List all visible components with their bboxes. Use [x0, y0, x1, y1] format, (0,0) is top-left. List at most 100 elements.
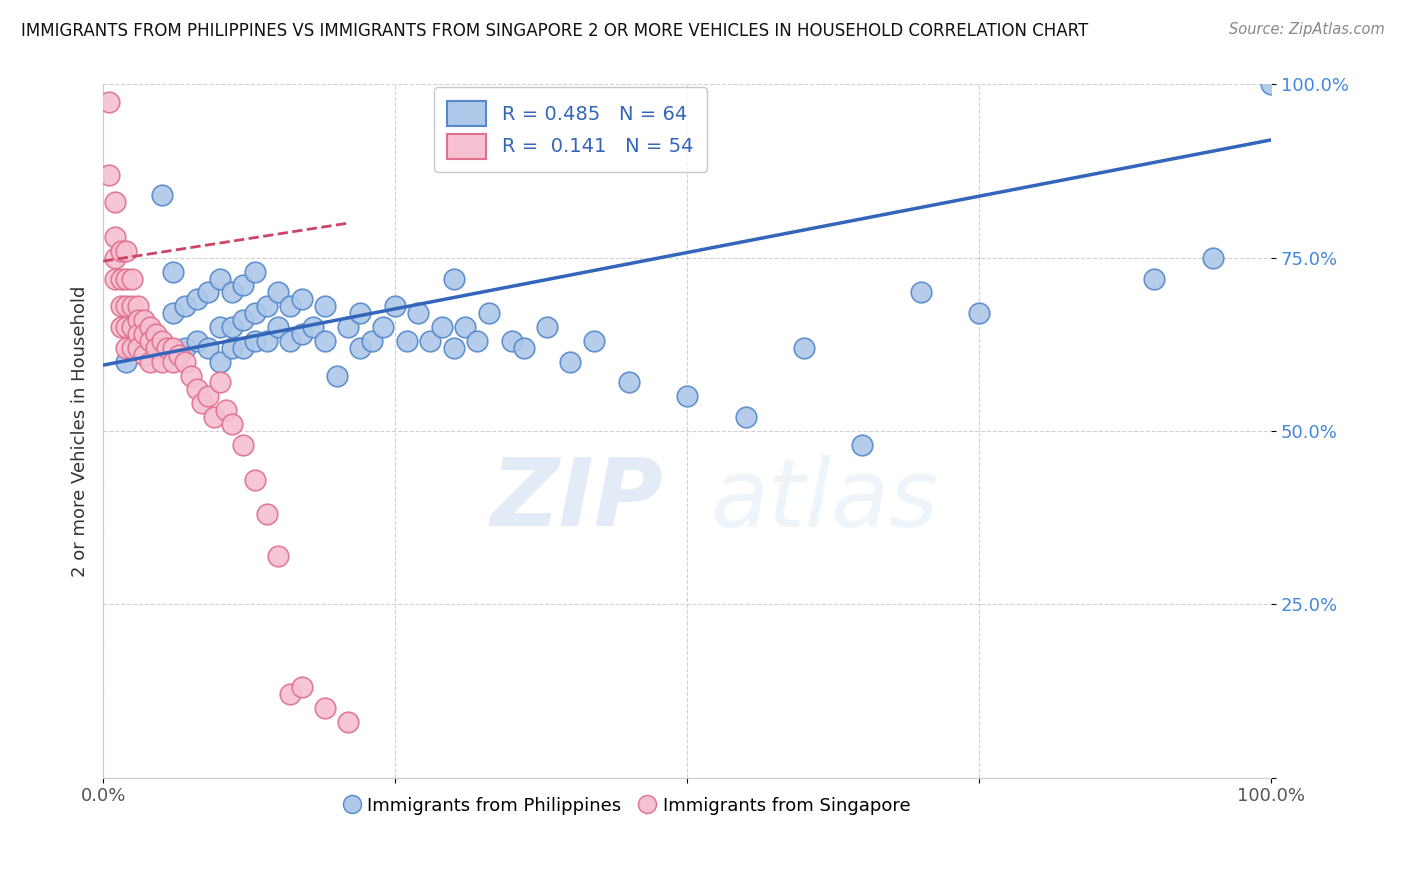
Point [501, 334, 523, 348]
Text: ZIP: ZIP [491, 454, 664, 546]
Point [150, 334, 173, 348]
Point [186, 293, 208, 307]
Point [150, 188, 173, 202]
Point [395, 334, 418, 348]
Point [127, 299, 149, 313]
Point [267, 320, 290, 334]
Point [278, 299, 301, 313]
Point [208, 354, 231, 368]
Point [337, 320, 360, 334]
Point [291, 326, 314, 341]
Point [121, 341, 143, 355]
Point [512, 341, 534, 355]
Point [186, 334, 208, 348]
Point [208, 376, 231, 390]
Point [676, 389, 699, 403]
Point [267, 549, 290, 563]
Point [167, 348, 190, 362]
Point [408, 306, 430, 320]
Point [617, 376, 640, 390]
Point [110, 244, 132, 258]
Point [98, 95, 121, 109]
Point [191, 396, 214, 410]
Y-axis label: 2 or more Vehicles in Household: 2 or more Vehicles in Household [72, 285, 89, 577]
Point [1202, 251, 1225, 265]
Point [454, 320, 477, 334]
Legend: Immigrants from Philippines, Immigrants from Singapore: Immigrants from Philippines, Immigrants … [337, 788, 920, 824]
Point [104, 230, 127, 244]
Point [243, 306, 266, 320]
Point [256, 299, 278, 313]
Point [180, 368, 202, 383]
Point [419, 334, 441, 348]
Point [314, 299, 336, 313]
Point [139, 320, 162, 334]
Point [139, 334, 162, 348]
Point [582, 334, 605, 348]
Point [173, 354, 195, 368]
Point [132, 313, 155, 327]
Point [115, 299, 138, 313]
Point [734, 410, 756, 425]
Point [162, 354, 184, 368]
Point [430, 320, 453, 334]
Point [302, 320, 325, 334]
Point [127, 341, 149, 355]
Point [256, 334, 278, 348]
Point [221, 285, 243, 300]
Point [384, 299, 406, 313]
Point [221, 417, 243, 431]
Point [139, 354, 162, 368]
Point [115, 341, 138, 355]
Point [121, 271, 143, 285]
Point [127, 313, 149, 327]
Point [256, 507, 278, 521]
Point [910, 285, 932, 300]
Text: Source: ZipAtlas.com: Source: ZipAtlas.com [1229, 22, 1385, 37]
Point [162, 264, 184, 278]
Point [173, 299, 195, 313]
Point [132, 348, 155, 362]
Point [104, 195, 127, 210]
Point [967, 306, 990, 320]
Point [243, 334, 266, 348]
Point [197, 341, 219, 355]
Point [278, 334, 301, 348]
Point [477, 306, 499, 320]
Point [851, 438, 873, 452]
Point [1143, 271, 1166, 285]
Point [115, 271, 138, 285]
Point [325, 368, 347, 383]
Point [232, 313, 254, 327]
Point [443, 341, 465, 355]
Point [208, 271, 231, 285]
Point [314, 701, 336, 715]
Point [536, 320, 558, 334]
Point [314, 334, 336, 348]
Point [173, 341, 195, 355]
Point [232, 438, 254, 452]
Point [291, 293, 314, 307]
Point [243, 473, 266, 487]
Point [202, 410, 225, 425]
Point [110, 299, 132, 313]
Point [373, 320, 395, 334]
Point [215, 403, 238, 417]
Point [186, 383, 208, 397]
Point [104, 251, 127, 265]
Point [197, 389, 219, 403]
Point [443, 271, 465, 285]
Point [793, 341, 815, 355]
Point [278, 687, 301, 701]
Point [560, 354, 582, 368]
Point [349, 341, 371, 355]
Point [121, 320, 143, 334]
Point [115, 244, 138, 258]
Point [145, 341, 167, 355]
Point [291, 681, 314, 695]
Point [267, 285, 290, 300]
Point [110, 271, 132, 285]
Point [121, 299, 143, 313]
Point [232, 341, 254, 355]
Point [349, 306, 371, 320]
